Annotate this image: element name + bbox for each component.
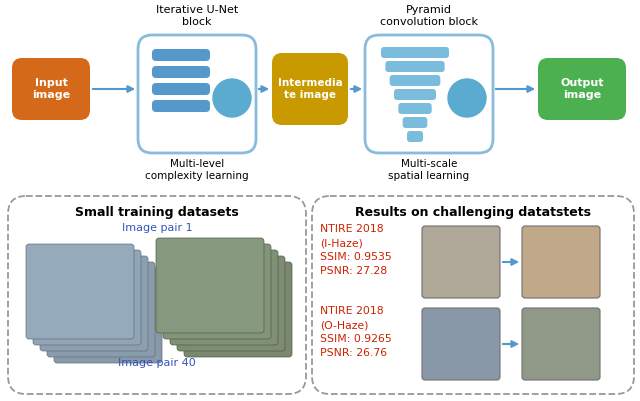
FancyBboxPatch shape (272, 53, 348, 125)
FancyBboxPatch shape (152, 49, 210, 61)
FancyBboxPatch shape (177, 256, 285, 351)
Text: Image pair 40: Image pair 40 (118, 358, 196, 368)
FancyBboxPatch shape (47, 262, 155, 357)
FancyBboxPatch shape (381, 47, 449, 58)
FancyBboxPatch shape (390, 75, 440, 86)
Circle shape (448, 79, 486, 117)
Text: NTIRE 2018
(I-Haze)
SSIM: 0.9535
PSNR: 27.28: NTIRE 2018 (I-Haze) SSIM: 0.9535 PSNR: 2… (320, 224, 392, 276)
FancyBboxPatch shape (170, 250, 278, 345)
FancyBboxPatch shape (407, 131, 423, 142)
Text: Intermedia
te image: Intermedia te image (278, 78, 342, 100)
FancyBboxPatch shape (152, 100, 210, 112)
FancyBboxPatch shape (184, 262, 292, 357)
Text: Multi-level
complexity learning: Multi-level complexity learning (145, 159, 249, 180)
FancyBboxPatch shape (522, 308, 600, 380)
FancyBboxPatch shape (40, 256, 148, 351)
FancyBboxPatch shape (403, 117, 428, 128)
FancyBboxPatch shape (54, 268, 162, 363)
Text: Results on challenging datatstets: Results on challenging datatstets (355, 206, 591, 219)
FancyBboxPatch shape (398, 103, 431, 114)
FancyBboxPatch shape (138, 35, 256, 153)
FancyBboxPatch shape (394, 89, 436, 100)
Text: Output
image: Output image (560, 78, 604, 100)
FancyBboxPatch shape (163, 244, 271, 339)
FancyBboxPatch shape (422, 308, 500, 380)
Text: Small training datasets: Small training datasets (75, 206, 239, 219)
FancyBboxPatch shape (152, 83, 210, 95)
Text: Multi-scale
spatial learning: Multi-scale spatial learning (388, 159, 470, 180)
FancyBboxPatch shape (12, 58, 90, 120)
FancyBboxPatch shape (152, 66, 210, 78)
FancyBboxPatch shape (385, 61, 445, 72)
Text: Pyramid
convolution block: Pyramid convolution block (380, 5, 478, 26)
FancyBboxPatch shape (156, 238, 264, 333)
Text: Image pair 1: Image pair 1 (122, 223, 192, 233)
Text: Iterative U-Net
block: Iterative U-Net block (156, 5, 238, 26)
FancyBboxPatch shape (365, 35, 493, 153)
Text: NTIRE 2018
(O-Haze)
SSIM: 0.9265
PSNR: 26.76: NTIRE 2018 (O-Haze) SSIM: 0.9265 PSNR: 2… (320, 306, 392, 358)
FancyBboxPatch shape (422, 226, 500, 298)
FancyBboxPatch shape (522, 226, 600, 298)
FancyBboxPatch shape (33, 250, 141, 345)
Circle shape (213, 79, 251, 117)
FancyBboxPatch shape (26, 244, 134, 339)
Text: Input
image: Input image (32, 78, 70, 100)
FancyBboxPatch shape (538, 58, 626, 120)
